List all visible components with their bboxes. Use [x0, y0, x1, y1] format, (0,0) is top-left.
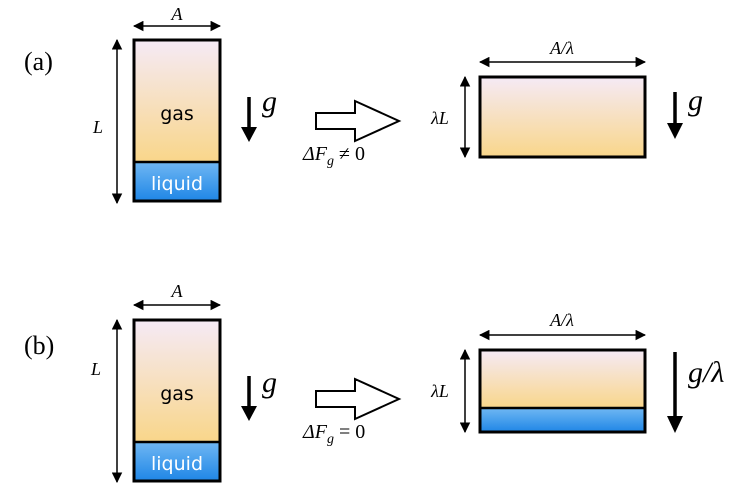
panel-a-before-width-label: A — [171, 4, 184, 24]
panel-a-liquid-label: liquid — [151, 173, 203, 195]
panel-b-after-gas — [480, 350, 645, 408]
panel-b-before-width-label: A — [171, 281, 184, 301]
panel-a-liquid — [134, 162, 220, 201]
panel-b: (b) A L gas liquid g ΔFg = 0 A/λ λL g/λ — [24, 281, 724, 484]
panel-a-transition-arrow — [315, 99, 402, 143]
panel-b-after-liquid — [480, 408, 645, 432]
panel-b-before-height-label: L — [90, 359, 101, 379]
panel-b-after-width-label: A/λ — [549, 310, 574, 330]
panel-a-gas-label: gas — [160, 103, 194, 125]
panel-b-after-gravity-arrowhead — [667, 416, 683, 433]
panel-b-transition-arrow — [315, 377, 402, 421]
panel-b-gas-label: gas — [160, 383, 194, 405]
panel-b-container — [132, 318, 222, 483]
panel-a-container — [132, 38, 222, 203]
panel-b-liquid — [134, 442, 220, 481]
panel-b-gas — [134, 320, 220, 442]
panel-a-after-gravity-label: g — [688, 84, 703, 117]
panel-b-after-container — [478, 348, 647, 434]
panel-a-after-gravity-arrowhead — [667, 123, 683, 139]
panel-a-tag: (a) — [24, 47, 53, 76]
panel-a-gas — [134, 40, 220, 162]
panel-a-after-gas — [480, 77, 645, 157]
panel-b-gravity-label: g — [262, 366, 277, 399]
panel-b-gravity-arrowhead — [241, 406, 257, 421]
panel-b-transition-text: ΔFg = 0 — [302, 421, 365, 447]
panel-a-gravity-arrowhead — [241, 127, 257, 142]
panel-a-before-height-label: L — [92, 117, 103, 137]
panel-a-transition-text: ΔFg ≠ 0 — [302, 143, 365, 169]
panel-a-after-height-label: λL — [430, 108, 449, 128]
panel-b-after-gravity-label: g/λ — [688, 356, 724, 389]
panel-a-after-container — [478, 75, 647, 159]
panel-b-after-height-label: λL — [430, 381, 449, 401]
panel-a: (a) A L gas liquid g ΔFg ≠ 0 A/λ λL g — [24, 4, 703, 205]
panel-b-liquid-label: liquid — [151, 453, 203, 475]
panel-a-gravity-label: g — [262, 85, 277, 118]
panel-b-tag: (b) — [24, 331, 54, 360]
panel-a-after-width-label: A/λ — [549, 38, 574, 58]
